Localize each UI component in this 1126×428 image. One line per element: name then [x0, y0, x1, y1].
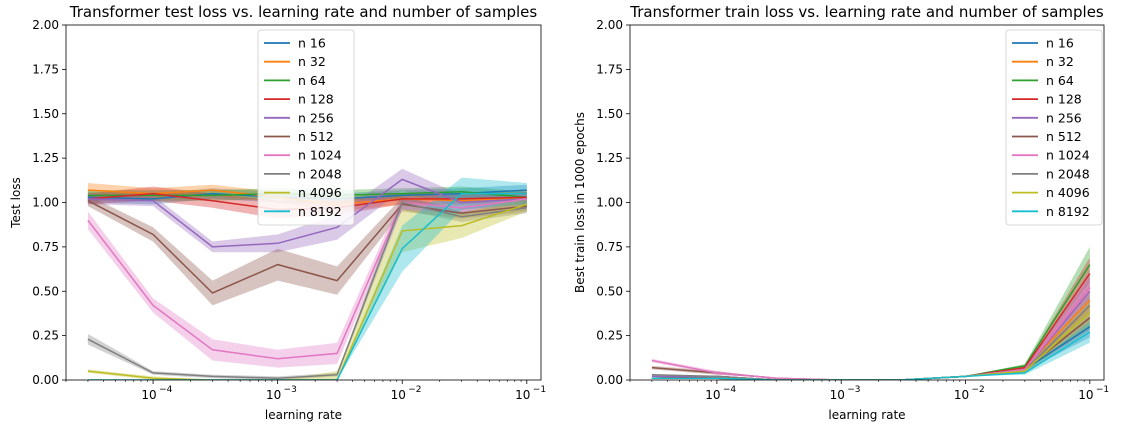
chart-title: Transformer test loss vs. learning rate … [69, 3, 538, 21]
x-tick-exponent: −2 [408, 385, 421, 395]
legend-box [257, 29, 355, 226]
y-tick-label: 1.50 [32, 107, 59, 121]
x-axis-label: learning rate [265, 408, 342, 422]
y-tick-label: 0.00 [596, 373, 623, 387]
x-tick-label: 10 [1078, 388, 1093, 402]
y-tick-label: 1.75 [596, 62, 623, 76]
y-tick-label: 0.75 [596, 240, 623, 254]
confidence-band-n-64 [651, 246, 1090, 380]
x-axis-label: learning rate [828, 408, 905, 422]
legend-entry: n 128 [298, 92, 334, 107]
legend-entry: n 32 [298, 54, 326, 69]
y-tick-label: 1.50 [596, 107, 623, 121]
y-tick-label: 2.00 [596, 18, 623, 32]
legend-entry: n 64 [298, 73, 326, 88]
y-tick-label: 0.50 [32, 284, 59, 298]
legend-entry: n 32 [1046, 54, 1074, 69]
series-line-n-4096 [87, 203, 528, 380]
x-tick-label: 10 [266, 388, 281, 402]
legend-entry: n 512 [1046, 129, 1082, 144]
legend-box [1005, 29, 1103, 226]
y-tick-label: 1.00 [32, 196, 59, 210]
legend-entry: n 2048 [298, 166, 342, 181]
series-line-n-8192 [87, 192, 527, 380]
x-tick-label: 10 [705, 388, 720, 402]
series-line-n-2048 [87, 201, 527, 379]
legend-entry: n 8192 [1046, 204, 1090, 219]
series-line-n-8192 [651, 331, 1091, 380]
confidence-band-n-512 [651, 305, 1090, 380]
legend-entry: n 4096 [298, 185, 342, 200]
legend-entry: n 16 [1046, 36, 1074, 51]
x-tick-exponent: −3 [847, 385, 860, 395]
y-axis-label: Test loss [9, 177, 23, 229]
y-tick-label: 1.25 [596, 151, 623, 165]
plot-area [651, 246, 1091, 380]
series-line-n-256 [87, 178, 527, 248]
confidence-band-n-256 [87, 168, 527, 253]
legend-entry: n 256 [1046, 110, 1082, 125]
y-tick-label: 2.00 [32, 18, 59, 32]
x-tick-exponent: −1 [533, 385, 546, 395]
legend-entry: n 128 [1046, 92, 1082, 107]
legend-entry: n 256 [298, 110, 334, 125]
confidence-band-n-8192 [87, 177, 527, 380]
x-tick-label: 10 [830, 388, 845, 402]
legend-entry: n 1024 [1046, 148, 1090, 163]
x-tick-label: 10 [954, 388, 969, 402]
x-tick-label: 10 [391, 388, 406, 402]
y-tick-label: 1.75 [32, 62, 59, 76]
x-tick-label: 10 [515, 388, 530, 402]
y-tick-label: 0.00 [32, 373, 59, 387]
legend-entry: n 512 [298, 129, 334, 144]
legend-entry: n 4096 [1046, 185, 1090, 200]
confidence-band-n-128 [651, 257, 1090, 380]
y-tick-label: 1.25 [32, 151, 59, 165]
x-tick-exponent: −1 [1096, 385, 1109, 395]
series-line-n-512 [87, 200, 527, 294]
y-axis-label: Best train loss in 1000 epochs [573, 112, 587, 293]
x-tick-label: 10 [141, 388, 156, 402]
legend-entry: n 1024 [298, 148, 342, 163]
legend-entry: n 16 [298, 36, 326, 51]
y-tick-label: 1.00 [596, 196, 623, 210]
x-tick-exponent: −3 [284, 385, 297, 395]
legend: n 16 n 32 n 64 n 128 n 256 n 512 n 1024 n 2048 n… [1005, 29, 1103, 226]
series-line-n-1024 [87, 198, 527, 360]
legend-entry: n 8192 [298, 204, 342, 219]
x-tick-exponent: −4 [159, 385, 173, 395]
chart-title: Transformer train loss vs. learning rate… [629, 3, 1104, 21]
x-tick-exponent: −4 [723, 385, 737, 395]
legend-entry: n 64 [1046, 73, 1074, 88]
confidence-band-n-1024 [651, 271, 1090, 380]
legend: n 16 n 32 n 64 n 128 n 256 n 512 n 1024 n 2048 n… [257, 29, 355, 226]
y-tick-label: 0.75 [32, 240, 59, 254]
series-line-n-1024 [651, 287, 1091, 380]
y-tick-label: 0.25 [596, 329, 623, 343]
series-line-n-64 [651, 264, 1091, 380]
y-tick-label: 0.50 [596, 284, 623, 298]
confidence-band-n-4096 [87, 197, 527, 380]
series-line-n-128 [651, 273, 1091, 380]
x-tick-exponent: −2 [972, 385, 985, 395]
legend-entry: n 2048 [1046, 166, 1090, 181]
y-tick-label: 0.25 [32, 329, 59, 343]
